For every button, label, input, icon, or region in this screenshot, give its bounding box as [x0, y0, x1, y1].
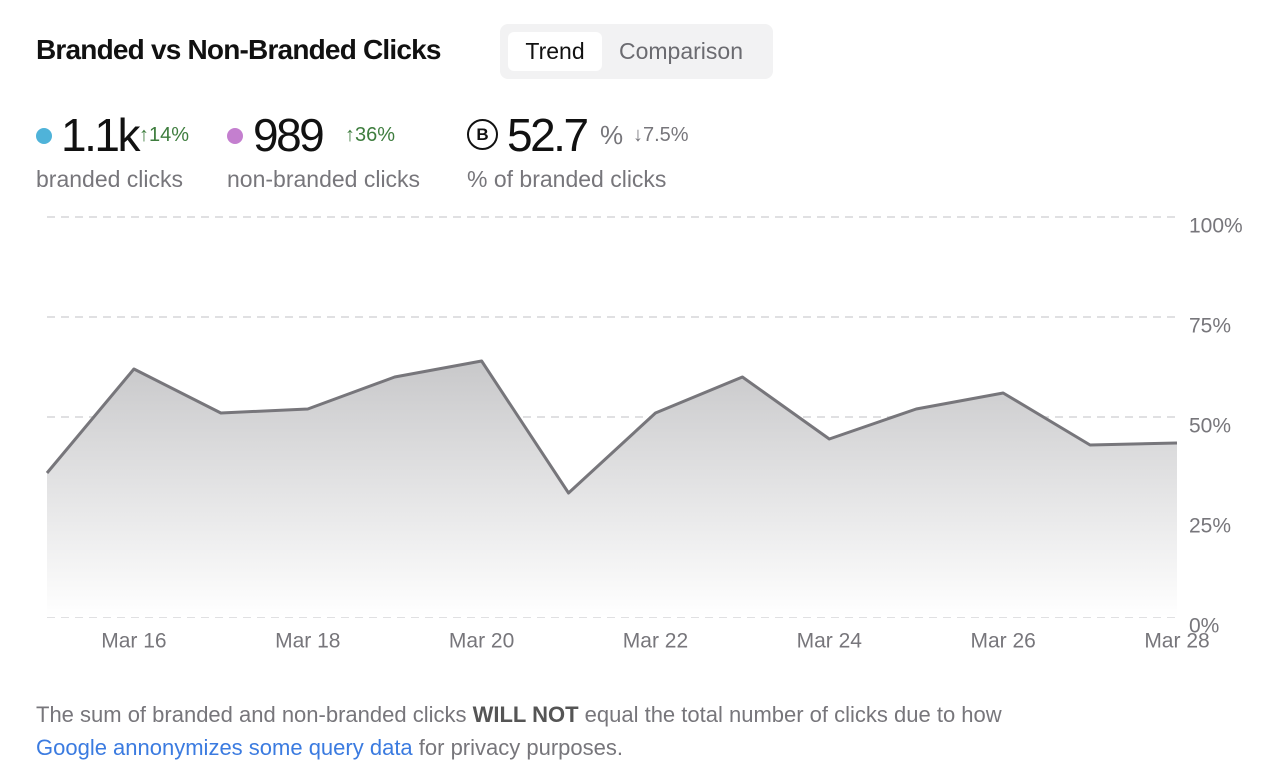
metric-change: ↑14%	[139, 124, 190, 146]
footnote-text: for privacy purposes.	[412, 735, 623, 760]
metric-label: non-branded clicks	[227, 166, 421, 192]
tab[interactable]: Trend	[508, 32, 602, 71]
title: Branded vs Non-Branded Clicks	[36, 34, 441, 65]
footnote-bold: WILL NOT	[472, 702, 579, 727]
metric-value: 52.7	[507, 109, 589, 161]
y-tick-label: 25%	[1189, 515, 1231, 538]
legend-dot	[36, 128, 52, 144]
x-tick-label: Mar 16	[101, 630, 166, 653]
x-tick-label: Mar 18	[275, 630, 340, 653]
x-tick-label: Mar 20	[449, 630, 514, 653]
metric-value: 1.1k	[61, 109, 140, 161]
metric-label: % of branded clicks	[467, 166, 667, 192]
metric-change: ↓7.5%	[633, 124, 689, 146]
tab-bar: Trend Comparison	[500, 24, 773, 79]
line	[45, 359, 1178, 495]
chart: 0% 25% 50% 75% 100% Mar 16 Mar 18 Mar 20 Mar 22 M…	[45, 215, 1243, 653]
footnote: The sum of branded and non-branded click…	[36, 698, 1002, 764]
footnote-text: equal the total number of clicks due to …	[578, 702, 1002, 727]
footnote-link[interactable]: Google annonymizes some query data	[36, 735, 413, 760]
area	[47, 361, 1177, 617]
metric-value: 989	[253, 109, 325, 161]
tab[interactable]: Comparison	[619, 38, 743, 64]
metric-unit: %	[600, 120, 624, 150]
brand-icon: B	[467, 119, 498, 150]
x-tick-label: Mar 28	[1144, 630, 1209, 653]
y-tick-label: 100%	[1189, 215, 1243, 238]
metric-change: ↑36%	[345, 124, 396, 146]
y-tick-label: 75%	[1189, 315, 1231, 338]
legend-dot	[227, 128, 243, 144]
x-tick-label: Mar 26	[970, 630, 1035, 653]
metric-label: branded clicks	[36, 166, 184, 192]
y-tick-label: 0%	[1189, 615, 1219, 638]
x-tick-label: Mar 24	[797, 630, 863, 653]
footnote-text: The sum of branded and non-branded click…	[36, 702, 473, 727]
y-tick-label: 50%	[1189, 415, 1231, 438]
x-tick-label: Mar 22	[623, 630, 688, 653]
